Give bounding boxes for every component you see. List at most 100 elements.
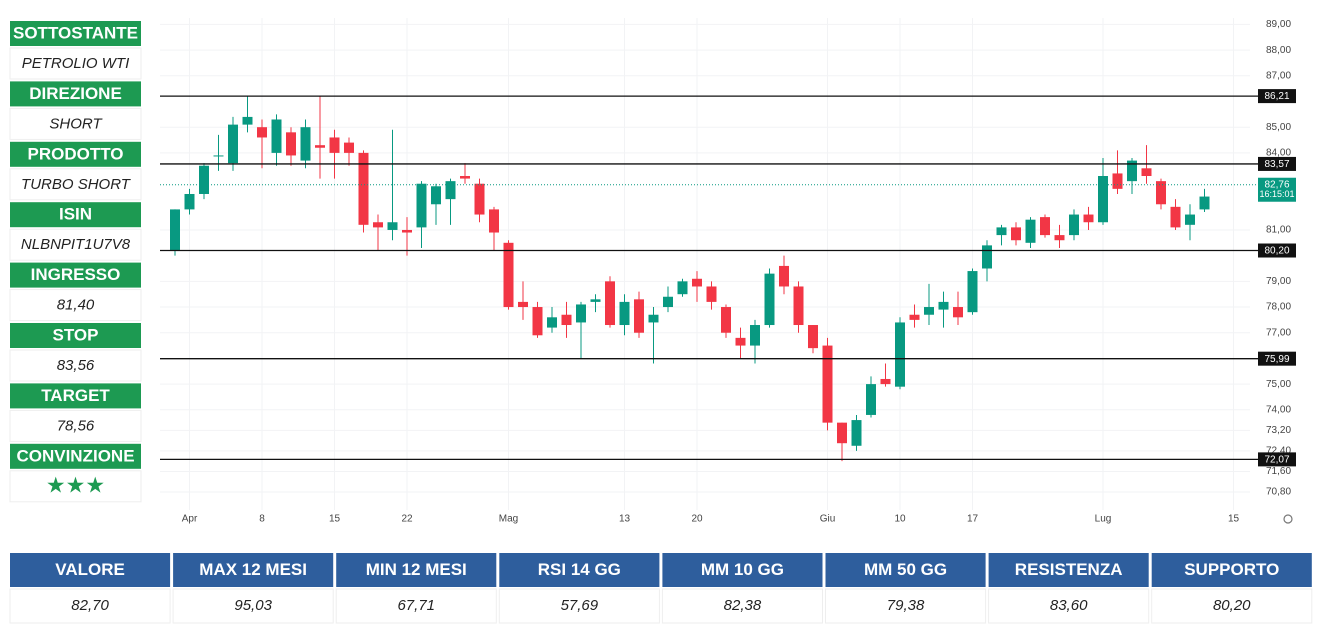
y-tick-label: 71,60 — [1266, 466, 1291, 477]
panel-value-bg — [9, 168, 142, 201]
table-header: MM 10 GG — [701, 560, 784, 579]
table-cell: 57,69 — [561, 597, 599, 614]
candle-body — [503, 242, 514, 308]
candle-body — [837, 422, 847, 444]
table-cell-bg — [498, 588, 660, 624]
candle-body — [561, 314, 572, 326]
panel-header: TARGET — [41, 386, 110, 405]
level-label: 75,99 — [1264, 354, 1289, 365]
candle-body — [663, 296, 673, 308]
y-tick-label: 79,00 — [1266, 276, 1291, 287]
candle-body — [851, 420, 862, 446]
y-tick-label: 89,00 — [1266, 19, 1291, 30]
table-cell-bg — [1151, 588, 1313, 624]
candle-body — [431, 186, 441, 205]
panel-header-bg — [10, 323, 141, 348]
candle-body — [648, 314, 659, 323]
candle-body — [706, 286, 717, 302]
level-label: 72,07 — [1264, 455, 1289, 466]
candle-body — [808, 325, 818, 349]
x-tick-label: 22 — [401, 514, 413, 525]
candle-body — [590, 299, 601, 302]
panel-header: SOTTOSTANTE — [13, 23, 138, 42]
candle-body — [547, 317, 557, 328]
table-header-bg — [499, 553, 660, 587]
panel-value-bg — [9, 470, 142, 503]
table-cell-bg — [9, 588, 171, 624]
table-header: MAX 12 MESI — [199, 560, 307, 579]
level-label-bg — [1258, 156, 1296, 171]
candle-body — [170, 209, 180, 251]
y-tick-label: 77,00 — [1266, 327, 1291, 338]
candle-body — [1083, 214, 1094, 223]
candle-body — [315, 145, 325, 148]
y-tick-label: 73,20 — [1266, 425, 1291, 436]
candle-body — [184, 193, 195, 210]
candle-body — [474, 183, 485, 215]
last-price-label: 82,76 — [1264, 179, 1289, 190]
table-cell: 82,70 — [71, 597, 109, 614]
y-tick-label: 72,40 — [1266, 446, 1291, 457]
candle-body — [1156, 181, 1166, 205]
panel-header-bg — [10, 81, 141, 107]
y-tick-label: 87,00 — [1266, 70, 1291, 81]
candle-body — [286, 132, 296, 156]
candle-body — [300, 127, 311, 161]
x-tick-label: 15 — [329, 514, 341, 525]
panel-value-bg — [9, 228, 142, 261]
candle-body — [1098, 176, 1108, 223]
candle-body — [822, 345, 833, 423]
table-header: VALORE — [55, 560, 125, 579]
panel-header: PRODOTTO — [27, 144, 123, 163]
table-cell-bg — [335, 588, 497, 624]
panel-header-bg — [10, 202, 141, 228]
x-tick-label: 20 — [691, 514, 703, 525]
panel-value: SHORT — [49, 115, 103, 132]
candle-body — [953, 307, 963, 318]
candle-body — [880, 378, 891, 385]
table-cell: 67,71 — [397, 597, 435, 614]
x-tick-label: 17 — [967, 514, 979, 525]
panel-value-bg — [9, 47, 142, 80]
candle-body — [1069, 214, 1079, 236]
table-header-bg — [825, 553, 986, 587]
candle-body — [634, 299, 644, 333]
panel-value-bg — [9, 289, 142, 322]
candle-body — [344, 142, 354, 153]
level-label-bg — [1258, 89, 1296, 104]
panel-value: ★★★ — [46, 473, 105, 498]
candle-body — [1112, 173, 1123, 189]
candle-body — [750, 325, 760, 346]
table-header: MM 50 GG — [864, 560, 947, 579]
x-tick-label: Mag — [499, 514, 518, 525]
panel-value: 81,40 — [57, 297, 95, 314]
y-tick-label: 81,00 — [1266, 225, 1291, 236]
candle-body — [1011, 227, 1021, 241]
level-label: 86,21 — [1264, 91, 1289, 102]
panel-header-bg — [10, 262, 141, 288]
y-tick-label: 85,00 — [1266, 122, 1291, 133]
x-tick-label: Lug — [1095, 514, 1112, 525]
x-tick-label: 13 — [619, 514, 631, 525]
x-tick-label: Apr — [182, 514, 198, 525]
level-label-bg — [1258, 351, 1296, 366]
candle-body — [373, 222, 383, 228]
candle-body — [1170, 206, 1181, 228]
candle-body — [677, 281, 688, 295]
candle-body — [1025, 219, 1036, 243]
panel-header: ISIN — [59, 205, 92, 224]
candle-body — [242, 116, 253, 125]
candle-body — [213, 155, 224, 157]
panel-header-bg — [10, 443, 141, 469]
candle-body — [532, 307, 543, 336]
candle-body — [1185, 214, 1195, 225]
panel-value: TURBO SHORT — [21, 176, 132, 193]
panel-value: 83,56 — [57, 357, 95, 374]
candle-body — [387, 222, 398, 230]
eye-icon[interactable] — [1283, 514, 1293, 524]
table-cell-bg — [661, 588, 824, 624]
level-label-bg — [1258, 452, 1296, 467]
level-label: 83,57 — [1264, 159, 1289, 170]
